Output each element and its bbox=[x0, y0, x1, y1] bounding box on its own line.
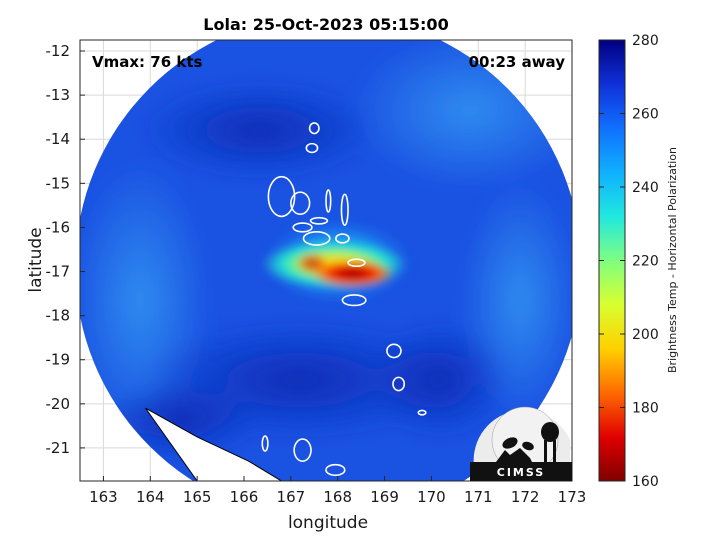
colorbar-ticks: 160 180 200 220 240 260 280 bbox=[599, 33, 659, 490]
colorbar-tick-label: 280 bbox=[632, 33, 659, 49]
colorbar-title: Brightness Temp - Horizontal Polarizatio… bbox=[666, 147, 679, 373]
x-axis-title: longitude bbox=[288, 513, 368, 533]
island-outline bbox=[325, 189, 332, 213]
island-outline bbox=[335, 233, 350, 244]
convection-core bbox=[260, 217, 415, 306]
logo-text: CIMSS bbox=[497, 466, 545, 479]
y-tick-label: -15 bbox=[46, 174, 71, 192]
island-outline bbox=[292, 222, 313, 233]
x-axis-ticks: 163 164 165 166 167 168 169 170 171 172 173 bbox=[89, 476, 586, 506]
x-tick-label: 164 bbox=[136, 488, 165, 506]
y-tick-label: -14 bbox=[46, 130, 71, 148]
colorbar-tick-label: 200 bbox=[632, 327, 659, 343]
axes-frame bbox=[79, 39, 573, 482]
island-outline bbox=[340, 193, 349, 227]
x-tick-label: 167 bbox=[277, 488, 306, 506]
colorbar-tick-label: 240 bbox=[632, 180, 659, 196]
y-tick-label: -16 bbox=[46, 218, 71, 236]
x-tick-label: 165 bbox=[183, 488, 212, 506]
island-outline bbox=[302, 231, 331, 246]
y-tick-label: -19 bbox=[46, 351, 71, 369]
time-away-label: 00:23 away bbox=[469, 53, 566, 71]
x-tick-label: 170 bbox=[417, 488, 446, 506]
island-outline bbox=[261, 435, 269, 452]
island-outline bbox=[267, 175, 296, 218]
colorbar-tick-label: 220 bbox=[632, 254, 659, 270]
x-tick-label: 168 bbox=[323, 488, 352, 506]
island-outline bbox=[392, 376, 406, 392]
island-outline bbox=[305, 142, 319, 154]
new-caledonia-land bbox=[145, 407, 283, 481]
colorbar-tick-label: 160 bbox=[632, 474, 659, 490]
x-tick-label: 173 bbox=[558, 488, 587, 506]
island-outline bbox=[308, 122, 320, 135]
island-outline bbox=[417, 409, 427, 416]
island-outline bbox=[309, 216, 329, 225]
x-tick-label: 166 bbox=[230, 488, 259, 506]
island-outline bbox=[290, 191, 311, 215]
colorbar-tick-label: 180 bbox=[632, 401, 659, 417]
vmax-label: Vmax: 76 kts bbox=[92, 53, 202, 71]
y-axis-ticks: -12 -13 -14 -15 -16 -17 -18 -19 -20 -21 bbox=[46, 42, 85, 457]
island-outline bbox=[347, 258, 366, 268]
y-tick-label: -21 bbox=[46, 439, 71, 457]
cimss-logo: CIMSS bbox=[470, 406, 572, 481]
map-title: Lola: 25-Oct-2023 05:15:00 bbox=[203, 15, 448, 34]
y-axis-title: latitude bbox=[26, 227, 46, 292]
island-coastlines bbox=[261, 122, 427, 477]
island-outline bbox=[325, 463, 346, 477]
island-outline bbox=[341, 294, 367, 307]
y-tick-label: -12 bbox=[46, 42, 71, 60]
y-tick-label: -18 bbox=[46, 307, 71, 325]
island-outline bbox=[386, 343, 402, 359]
x-tick-label: 163 bbox=[89, 488, 118, 506]
colorbar-tick-label: 260 bbox=[632, 107, 659, 123]
y-tick-label: -17 bbox=[46, 263, 71, 281]
microwave-swath bbox=[80, 40, 572, 481]
x-tick-label: 169 bbox=[370, 488, 399, 506]
x-tick-label: 172 bbox=[511, 488, 540, 506]
island-outline bbox=[293, 438, 312, 462]
y-tick-label: -13 bbox=[46, 86, 71, 104]
x-tick-label: 171 bbox=[464, 488, 493, 506]
y-tick-label: -20 bbox=[46, 395, 71, 413]
